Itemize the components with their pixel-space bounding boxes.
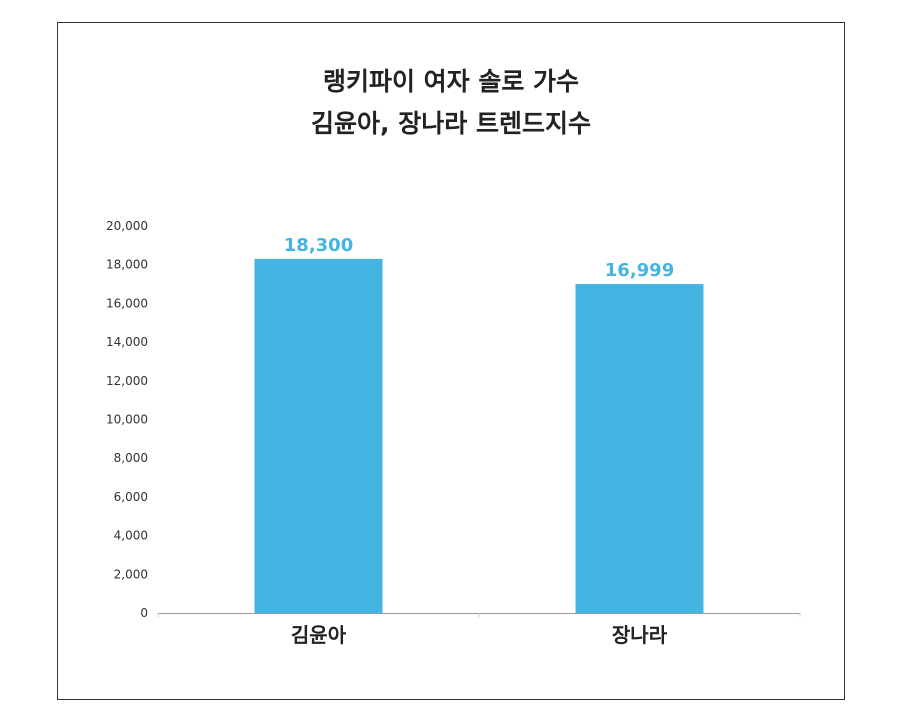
x-category-label: 장나라: [612, 623, 668, 647]
y-tick-label: 4,000: [114, 529, 148, 543]
y-tick-label: 10,000: [106, 413, 148, 427]
y-tick-label: 16,000: [106, 296, 148, 310]
y-tick-label: 2,000: [114, 567, 148, 581]
bar: [254, 258, 383, 613]
chart-title: 랭키파이 여자 솔로 가수 김윤아, 장나라 트렌드지수: [58, 61, 844, 145]
y-tick-label: 14,000: [106, 335, 148, 349]
bar: [575, 284, 704, 613]
y-tick-label: 0: [140, 606, 148, 620]
chart-title-line-2: 김윤아, 장나라 트렌드지수: [311, 109, 591, 138]
bar-data-label: 16,999: [605, 260, 674, 281]
bar-data-label: 18,300: [284, 235, 353, 256]
y-tick-label: 6,000: [114, 490, 148, 504]
x-category-label: 김윤아: [291, 623, 347, 647]
y-tick-label: 12,000: [106, 374, 148, 388]
y-tick-label: 18,000: [106, 258, 148, 272]
chart-frame: 랭키파이 여자 솔로 가수 김윤아, 장나라 트렌드지수: [57, 22, 845, 700]
chart-title-line-1: 랭키파이 여자 솔로 가수: [322, 67, 580, 96]
y-tick-label: 20,000: [106, 219, 148, 233]
y-tick-label: 8,000: [114, 451, 148, 465]
